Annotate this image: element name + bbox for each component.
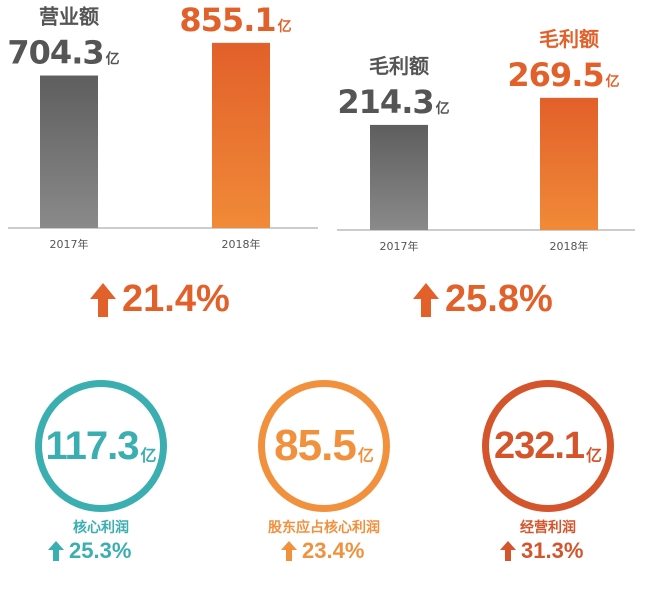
bar-value-label: 704.3 亿 bbox=[7, 34, 119, 72]
category-tick-label: 2017年 bbox=[380, 239, 419, 253]
core-profit-ring: 117.3 亿 bbox=[35, 380, 167, 512]
operating-profit-growth: 31.3% bbox=[500, 538, 583, 564]
up-arrow-icon bbox=[48, 541, 64, 561]
gross-profit-growth: 25.8% bbox=[413, 278, 553, 321]
bar-series-label: 毛利额 bbox=[539, 27, 599, 51]
attributable-core-profit-growth-value: 23.4% bbox=[302, 538, 365, 563]
up-arrow-icon bbox=[413, 282, 439, 317]
core-profit-growth: 25.3% bbox=[48, 538, 131, 564]
up-arrow-icon bbox=[281, 541, 297, 561]
bar-2018年 bbox=[540, 97, 598, 231]
category-tick-label: 2017年 bbox=[50, 237, 89, 251]
attributable-core-profit-value: 85.5 bbox=[274, 421, 357, 470]
operating-profit-unit: 亿 bbox=[586, 448, 603, 465]
gross-profit-growth-value: 25.8% bbox=[445, 278, 553, 320]
bar-2018年 bbox=[212, 42, 270, 228]
operating-profit-value: 232.1 bbox=[493, 424, 585, 467]
bar-series-label: 营业额 bbox=[39, 5, 99, 29]
operating-profit-growth-value: 31.3% bbox=[521, 538, 584, 563]
core-profit-label: 核心利润 bbox=[73, 519, 129, 535]
attributable-core-profit-unit: 亿 bbox=[357, 448, 374, 465]
bar-value-label: 855.1 亿 bbox=[179, 1, 291, 39]
up-arrow-icon bbox=[90, 282, 116, 317]
operating-profit-ring: 232.1 亿 bbox=[482, 380, 614, 512]
core-profit-value: 117.3 bbox=[45, 423, 140, 468]
bar-value-label: 214.3 亿 bbox=[337, 83, 449, 121]
bar-2017年 bbox=[40, 75, 98, 229]
revenue-growth: 21.4% bbox=[90, 278, 230, 321]
attributable-core-profit-growth: 23.4% bbox=[281, 538, 364, 564]
gross-profit-bar-chart: 毛利额 214.3 亿 2017年 毛利额 269.5 亿 2018年 bbox=[337, 27, 635, 253]
attributable-core-profit-ring: 85.5 亿 bbox=[258, 380, 390, 512]
core-profit-unit: 亿 bbox=[140, 448, 157, 465]
revenue-growth-value: 21.4% bbox=[122, 278, 230, 320]
bar-2017年 bbox=[370, 124, 428, 230]
operating-profit-label: 经营利润 bbox=[520, 519, 576, 535]
category-tick-label: 2018年 bbox=[222, 237, 261, 251]
core-profit-growth-value: 25.3% bbox=[69, 538, 132, 563]
category-tick-label: 2018年 bbox=[550, 239, 589, 253]
attributable-core-profit-label: 股东应占核心利润 bbox=[268, 519, 380, 535]
bar-series-label: 毛利额 bbox=[369, 54, 429, 78]
bar-value-label: 269.5 亿 bbox=[507, 56, 619, 94]
up-arrow-icon bbox=[500, 541, 516, 561]
